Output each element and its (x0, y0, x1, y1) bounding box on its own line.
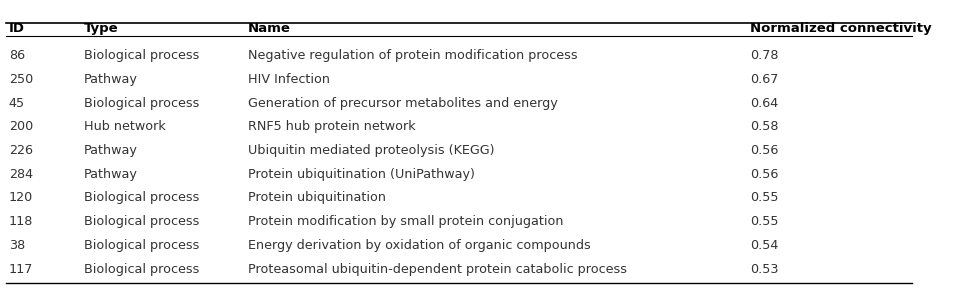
Text: 0.67: 0.67 (750, 73, 778, 86)
Text: 0.55: 0.55 (750, 192, 778, 204)
Text: 0.54: 0.54 (750, 239, 778, 252)
Text: 86: 86 (9, 49, 25, 62)
Text: Biological process: Biological process (84, 263, 199, 276)
Text: HIV Infection: HIV Infection (247, 73, 330, 86)
Text: Protein modification by small protein conjugation: Protein modification by small protein co… (247, 215, 563, 228)
Text: Name: Name (247, 22, 291, 35)
Text: Ubiquitin mediated proteolysis (KEGG): Ubiquitin mediated proteolysis (KEGG) (247, 144, 494, 157)
Text: Biological process: Biological process (84, 239, 199, 252)
Text: 200: 200 (9, 120, 33, 133)
Text: Pathway: Pathway (84, 73, 138, 86)
Text: Type: Type (84, 22, 118, 35)
Text: Pathway: Pathway (84, 144, 138, 157)
Text: 38: 38 (9, 239, 25, 252)
Text: 0.78: 0.78 (750, 49, 778, 62)
Text: 0.56: 0.56 (750, 144, 778, 157)
Text: 226: 226 (9, 144, 33, 157)
Text: 117: 117 (9, 263, 33, 276)
Text: 0.53: 0.53 (750, 263, 778, 276)
Text: Pathway: Pathway (84, 168, 138, 181)
Text: 118: 118 (9, 215, 33, 228)
Text: Biological process: Biological process (84, 192, 199, 204)
Text: Protein ubiquitination (UniPathway): Protein ubiquitination (UniPathway) (247, 168, 475, 181)
Text: Negative regulation of protein modification process: Negative regulation of protein modificat… (247, 49, 578, 62)
Text: 0.64: 0.64 (750, 97, 778, 110)
Text: 0.56: 0.56 (750, 168, 778, 181)
Text: Proteasomal ubiquitin-dependent protein catabolic process: Proteasomal ubiquitin-dependent protein … (247, 263, 627, 276)
Text: 284: 284 (9, 168, 33, 181)
Text: Generation of precursor metabolites and energy: Generation of precursor metabolites and … (247, 97, 558, 110)
Text: 0.55: 0.55 (750, 215, 778, 228)
Text: Biological process: Biological process (84, 215, 199, 228)
Text: 45: 45 (9, 97, 25, 110)
Text: Hub network: Hub network (84, 120, 166, 133)
Text: RNF5 hub protein network: RNF5 hub protein network (247, 120, 415, 133)
Text: Protein ubiquitination: Protein ubiquitination (247, 192, 386, 204)
Text: 250: 250 (9, 73, 33, 86)
Text: 120: 120 (9, 192, 33, 204)
Text: 0.58: 0.58 (750, 120, 778, 133)
Text: ID: ID (9, 22, 25, 35)
Text: Biological process: Biological process (84, 49, 199, 62)
Text: Energy derivation by oxidation of organic compounds: Energy derivation by oxidation of organi… (247, 239, 590, 252)
Text: Normalized connectivity: Normalized connectivity (750, 22, 931, 35)
Text: Biological process: Biological process (84, 97, 199, 110)
